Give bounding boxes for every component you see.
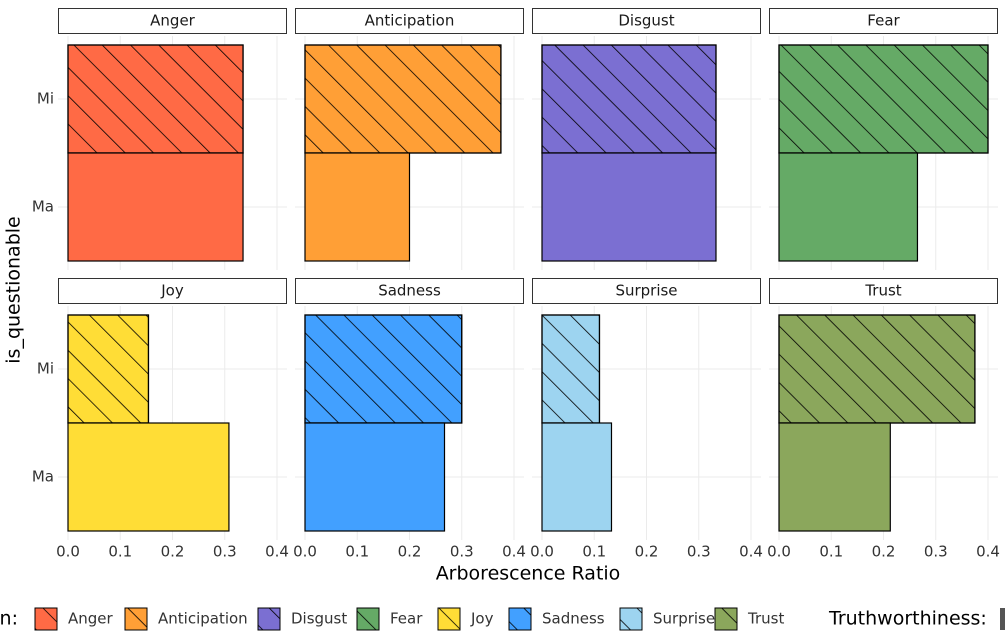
strip-label: Fear [867,12,900,30]
legend-hatch [257,607,281,631]
strip [769,278,998,304]
x-tick-label: 0.4 [265,543,289,561]
strip-label: Joy [160,282,184,300]
strip-label: Anger [150,12,196,30]
hatch [541,314,601,424]
bar [304,152,411,262]
bar [778,422,891,532]
y-axis-title: is_questionable [3,216,25,363]
legend-label: Fear [390,610,423,628]
x-tick-label: 0.0 [767,543,791,561]
y-tick-label: Mi [37,360,54,378]
strip [532,278,761,304]
legend-label: Disgust [291,610,347,628]
x-tick-label: 0.0 [293,543,317,561]
y-tick-label: Mi [37,90,54,108]
legend-hatch [437,607,461,631]
strip [58,278,287,304]
legend-hatch [356,607,380,631]
strip [58,8,287,34]
x-tick-label: 0.4 [739,543,763,561]
legend-key [1000,608,1005,630]
x-axis-title: Arborescence Ratio [436,563,621,585]
hatch [304,44,502,154]
legend-title: n: [0,608,18,630]
x-tick-label: 0.3 [924,543,948,561]
legend-label: Sadness [542,610,605,628]
x-tick-label: 0.0 [56,543,80,561]
strip [295,8,524,34]
legend-label: Trust [747,610,784,628]
hatch [67,314,150,424]
legend-hatch [508,607,532,631]
x-tick-label: 0.4 [502,543,526,561]
x-tick-label: 0.3 [687,543,711,561]
x-tick-label: 0.1 [819,543,843,561]
strip-label: Surprise [615,282,677,300]
x-tick-label: 0.2 [398,543,422,561]
strip [532,8,761,34]
hatch [778,44,989,154]
x-tick-label: 0.1 [582,543,606,561]
x-tick-label: 0.1 [108,543,132,561]
legend-label: Anger [68,610,114,628]
legend-label: Surprise [653,610,715,628]
bar [67,152,244,262]
x-tick-label: 0.2 [635,543,659,561]
strip-label: Trust [864,282,901,300]
legend-label: Anticipation [158,610,248,628]
x-tick-label: 0.1 [345,543,369,561]
strip-label: Anticipation [365,12,455,30]
bar [778,152,919,262]
hatch [778,314,976,424]
bar [541,422,613,532]
x-tick-label: 0.2 [872,543,896,561]
strip [769,8,998,34]
x-tick-label: 0.4 [976,543,1000,561]
bar [541,152,717,262]
bar [304,422,446,532]
x-tick-label: 0.0 [530,543,554,561]
y-tick-label: Ma [32,468,54,486]
legend-label: Joy [470,610,494,628]
legend-title: Truthworthiness: [828,608,987,630]
hatch [541,44,717,154]
legend-hatch [34,607,58,631]
legend-hatch [124,607,148,631]
x-tick-label: 0.3 [450,543,474,561]
bar [67,422,230,532]
y-tick-label: Ma [32,198,54,216]
strip [295,278,524,304]
strip-label: Disgust [618,12,674,30]
legend-hatch [714,607,738,631]
hatch [67,44,244,154]
strip-label: Sadness [378,282,441,300]
x-tick-label: 0.3 [213,543,237,561]
legend-hatch [619,607,643,631]
x-tick-label: 0.2 [161,543,185,561]
hatch [304,314,463,424]
